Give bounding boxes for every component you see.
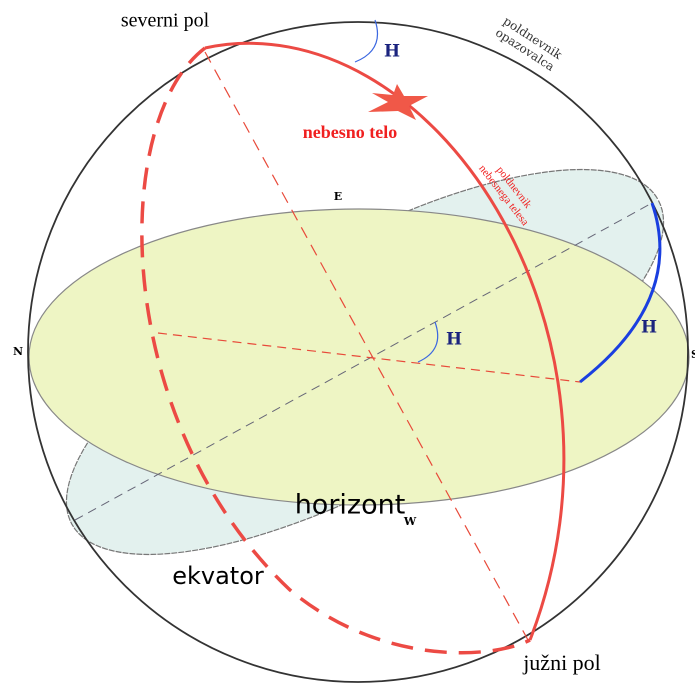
angle-label: H <box>641 318 657 338</box>
sphere <box>27 21 689 683</box>
east-label: E <box>334 190 342 203</box>
polar-axis <box>204 51 529 641</box>
angle-arc-center <box>417 321 439 363</box>
angle-label: H <box>384 42 400 62</box>
horizon-plane <box>28 208 690 506</box>
north-label: N <box>13 345 23 358</box>
meridian-back <box>140 46 531 655</box>
north-pole-label: severni pol <box>121 10 210 32</box>
horizon-label: horizont <box>295 490 406 521</box>
horizon-line <box>157 332 581 383</box>
equator-label: ekvator <box>172 562 264 590</box>
hour-angle-arc <box>579 202 662 384</box>
south-pole-label: južni pol <box>522 650 601 675</box>
equator-dots <box>65 168 665 556</box>
angle-label: H <box>446 330 462 350</box>
west-label: W <box>403 515 417 528</box>
angle-arc-top <box>354 19 379 63</box>
observer-meridian: poldnevnik opazovalca <box>493 14 565 74</box>
south-label: S <box>691 348 695 361</box>
star <box>368 84 428 120</box>
equator-axis <box>74 202 653 521</box>
body-label: nebesno telo <box>303 122 398 142</box>
meridian-front <box>204 41 566 641</box>
